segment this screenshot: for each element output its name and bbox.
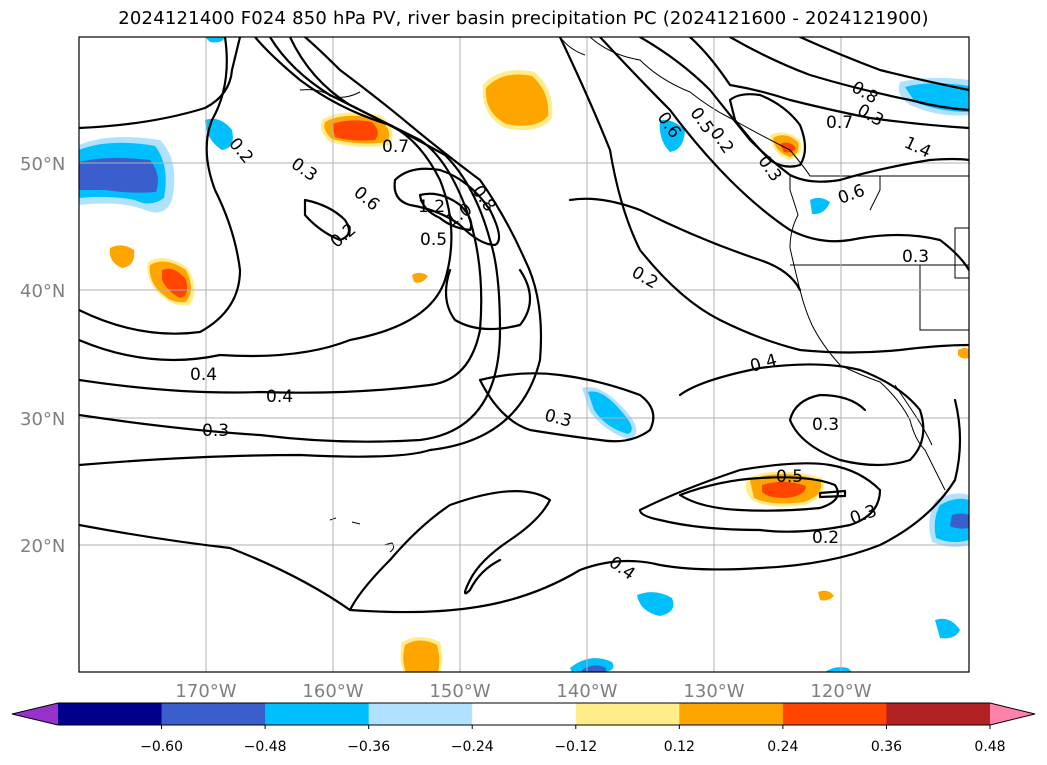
contour-label: 1.2 bbox=[418, 197, 445, 217]
colorbar-extend-high bbox=[990, 703, 1035, 725]
colorbar-tick-label: −0.12 bbox=[554, 739, 597, 755]
map-title: 2024121400 F024 850 hPa PV, river basin … bbox=[118, 8, 929, 29]
colorbar-tick-label: −0.48 bbox=[244, 739, 287, 755]
contour-label: 0.4 bbox=[190, 365, 217, 385]
colorbar-cell bbox=[58, 703, 163, 725]
lon-label-150w: 150°W bbox=[429, 681, 490, 702]
contour-label: 0.5 bbox=[776, 467, 803, 487]
colorbar-tick-label: −0.24 bbox=[451, 739, 494, 755]
lat-label-40n: 40°N bbox=[20, 281, 65, 302]
pv-contours bbox=[79, 37, 969, 614]
contour-label: 0.7 bbox=[382, 137, 409, 157]
colorbar-cell bbox=[575, 703, 680, 725]
precip-shading bbox=[79, 37, 969, 672]
contour-label: 0.5 bbox=[420, 230, 447, 250]
latitude-labels: 50°N 40°N 30°N 20°N bbox=[20, 154, 65, 557]
lat-label-20n: 20°N bbox=[20, 536, 65, 557]
lat-label-50n: 50°N bbox=[20, 154, 65, 175]
colorbar-cell bbox=[679, 703, 784, 725]
colorbar-cell bbox=[368, 703, 473, 725]
contour-label: 0.7 bbox=[826, 113, 853, 133]
contour-label: 0.3 bbox=[202, 421, 229, 441]
lon-label-170w: 170°W bbox=[175, 681, 236, 702]
contour-label: 0.3 bbox=[812, 415, 839, 435]
colorbar-cell bbox=[265, 703, 370, 725]
colorbar-tick-label: −0.60 bbox=[140, 739, 183, 755]
colorbar-tick-label: −0.36 bbox=[347, 739, 390, 755]
colorbar-cell bbox=[472, 703, 577, 725]
colorbar-tick-label: 0.12 bbox=[664, 739, 695, 755]
colorbar-tick-label: 0.48 bbox=[974, 739, 1005, 755]
lon-label-120w: 120°W bbox=[810, 681, 871, 702]
longitude-labels: 170°W 160°W 150°W 140°W 130°W 120°W bbox=[175, 681, 871, 702]
graticule bbox=[79, 37, 969, 672]
coastlines bbox=[299, 37, 969, 553]
lon-label-160w: 160°W bbox=[302, 681, 363, 702]
contour-label: 0.3 bbox=[902, 247, 929, 267]
colorbar-tick-label: 0.24 bbox=[767, 739, 798, 755]
contour-label: 0.2 bbox=[812, 528, 839, 548]
colorbar-cell bbox=[782, 703, 887, 725]
contour-label: 0.4 bbox=[266, 387, 293, 407]
map-frame bbox=[78, 36, 970, 673]
colorbar: −0.60 −0.48 −0.36 −0.24 −0.12 0.12 0.24 0.36 0.4… bbox=[11, 702, 1036, 755]
colorbar-cell bbox=[886, 703, 991, 725]
colorbar-extend-low bbox=[12, 703, 58, 725]
colorbar-cell bbox=[161, 703, 266, 725]
lon-label-130w: 130°W bbox=[683, 681, 744, 702]
lon-label-140w: 140°W bbox=[556, 681, 617, 702]
colorbar-tick-label: 0.36 bbox=[871, 739, 902, 755]
lat-label-30n: 30°N bbox=[20, 409, 65, 430]
